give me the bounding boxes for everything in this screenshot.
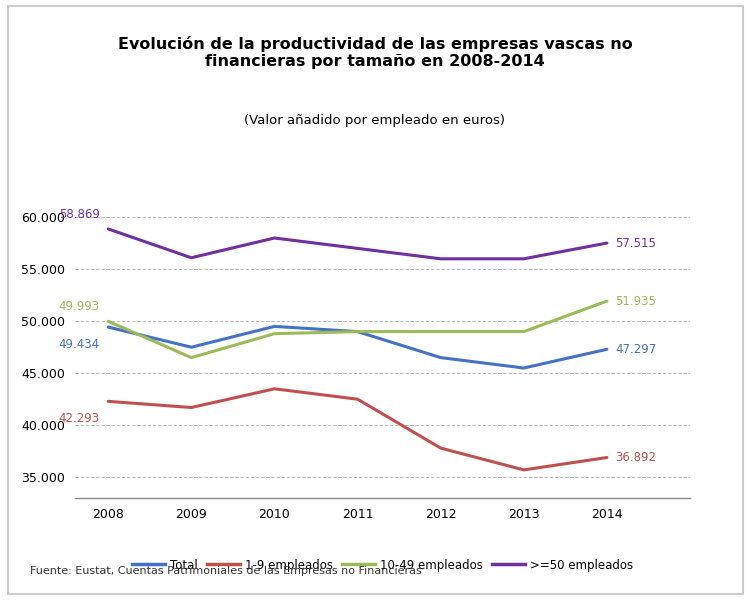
- Text: 49.434: 49.434: [58, 338, 100, 351]
- Text: 51.935: 51.935: [615, 295, 656, 308]
- Text: 42.293: 42.293: [58, 412, 100, 425]
- Text: (Valor añadido por empleado en euros): (Valor añadido por empleado en euros): [244, 114, 506, 127]
- Text: 36.892: 36.892: [615, 451, 656, 464]
- Text: 47.297: 47.297: [615, 343, 656, 356]
- Text: 58.869: 58.869: [59, 208, 100, 221]
- Legend: Total, 1-9 empleados, 10-49 empleados, >=50 empleados: Total, 1-9 empleados, 10-49 empleados, >…: [128, 554, 638, 576]
- Text: Evolución de la productividad de las empresas vascas no
financieras por tamaño e: Evolución de la productividad de las emp…: [118, 36, 632, 70]
- Text: 49.993: 49.993: [58, 300, 100, 313]
- Text: Fuente: Eustat, Cuentas Patrimoniales de las Empresas no Financieras: Fuente: Eustat, Cuentas Patrimoniales de…: [30, 566, 422, 576]
- Text: 57.515: 57.515: [615, 236, 656, 250]
